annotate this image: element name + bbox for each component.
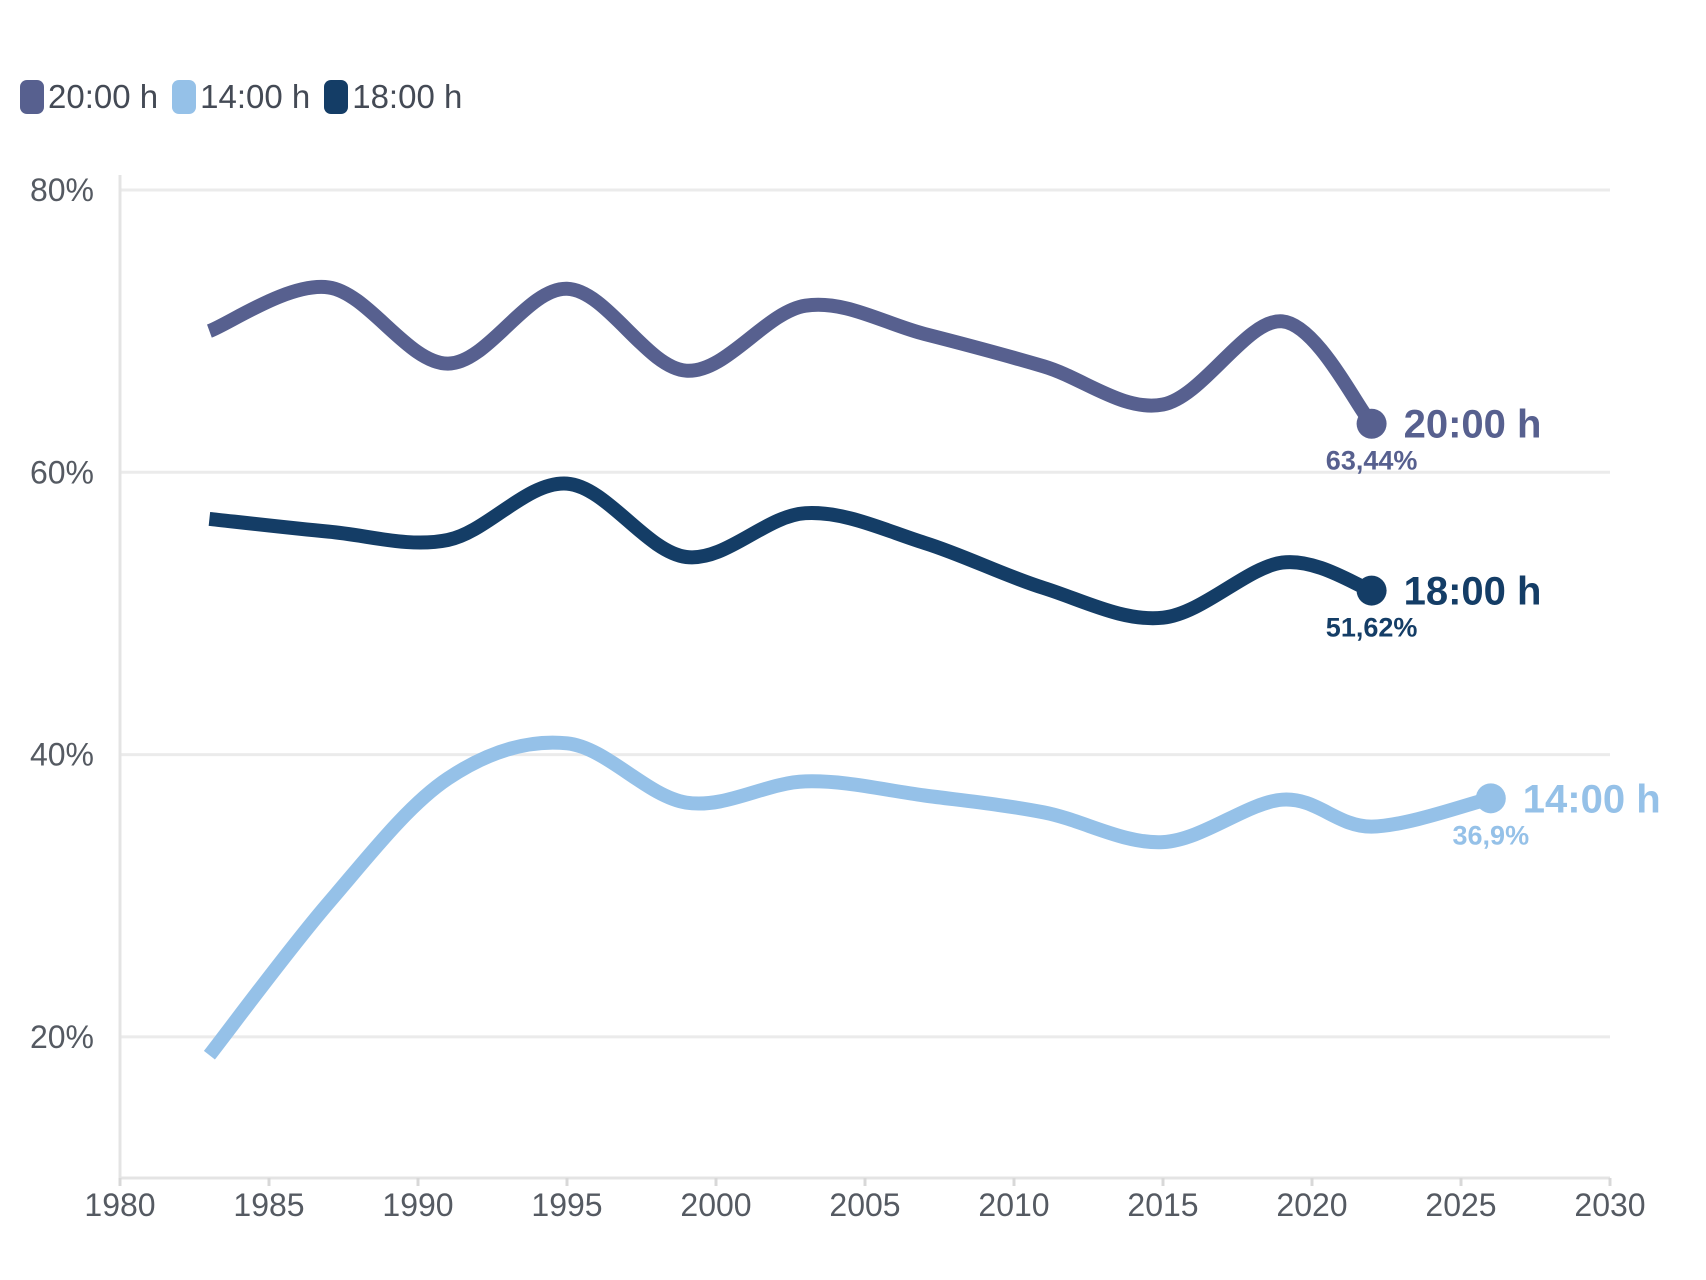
series-line-14h <box>203 735 1493 1060</box>
x-tick-label: 2005 <box>829 1187 900 1223</box>
end-point-18h <box>1356 575 1387 606</box>
x-tick-label: 2015 <box>1127 1187 1198 1223</box>
x-tick-label: 2025 <box>1425 1187 1496 1223</box>
legend-item-14h[interactable]: 14:00 h <box>172 78 310 116</box>
chart-legend: 20:00 h 14:00 h 18:00 h <box>20 78 476 116</box>
y-tick-label: 80% <box>30 172 94 208</box>
legend-label-14h: 14:00 h <box>200 78 311 115</box>
legend-label-18h: 18:00 h <box>352 78 463 115</box>
end-point-20h <box>1356 408 1387 439</box>
y-tick-label: 40% <box>30 737 94 773</box>
legend-label-20h: 20:00 h <box>48 78 159 115</box>
series-line-20h <box>206 279 1378 429</box>
end-value-18h: 51,62% <box>1326 613 1418 643</box>
legend-swatch-20h <box>20 80 44 114</box>
end-value-20h: 63,44% <box>1326 446 1418 476</box>
end-point-14h <box>1475 783 1506 814</box>
x-tick-label: 2020 <box>1276 1187 1347 1223</box>
legend-swatch-18h <box>324 80 349 114</box>
tick-labels: 20% 40% 60% 80% 1980 1985 1990 1995 2000 2005 2010… <box>30 172 1646 1223</box>
end-label-14h: 14:00 h <box>1523 777 1661 821</box>
x-tick-label: 1995 <box>531 1187 602 1223</box>
series-line-18h <box>208 476 1375 626</box>
x-tick-label: 2010 <box>978 1187 1049 1223</box>
legend-item-18h[interactable]: 18:00 h <box>324 78 462 116</box>
legend-item-20h[interactable]: 20:00 h <box>20 78 158 116</box>
series-lines <box>203 279 1506 1060</box>
x-tick-label: 1990 <box>382 1187 453 1223</box>
y-tick-label: 20% <box>30 1019 94 1055</box>
end-labels: 14:00 h36,9% 20:00 h63,44% 18:00 h51,62% <box>1326 403 1661 851</box>
end-label-18h: 18:00 h <box>1404 570 1542 614</box>
axes <box>118 175 1612 1186</box>
end-label-20h: 20:00 h <box>1404 403 1542 447</box>
x-tick-label: 1980 <box>84 1187 155 1223</box>
legend-swatch-14h <box>172 80 197 114</box>
y-tick-label: 60% <box>30 454 94 490</box>
x-tick-label: 2000 <box>680 1187 751 1223</box>
x-tick-label: 1985 <box>233 1187 304 1223</box>
grid-lines <box>120 188 1610 1039</box>
x-tick-label: 2030 <box>1574 1187 1645 1223</box>
end-value-14h: 36,9% <box>1453 820 1530 850</box>
